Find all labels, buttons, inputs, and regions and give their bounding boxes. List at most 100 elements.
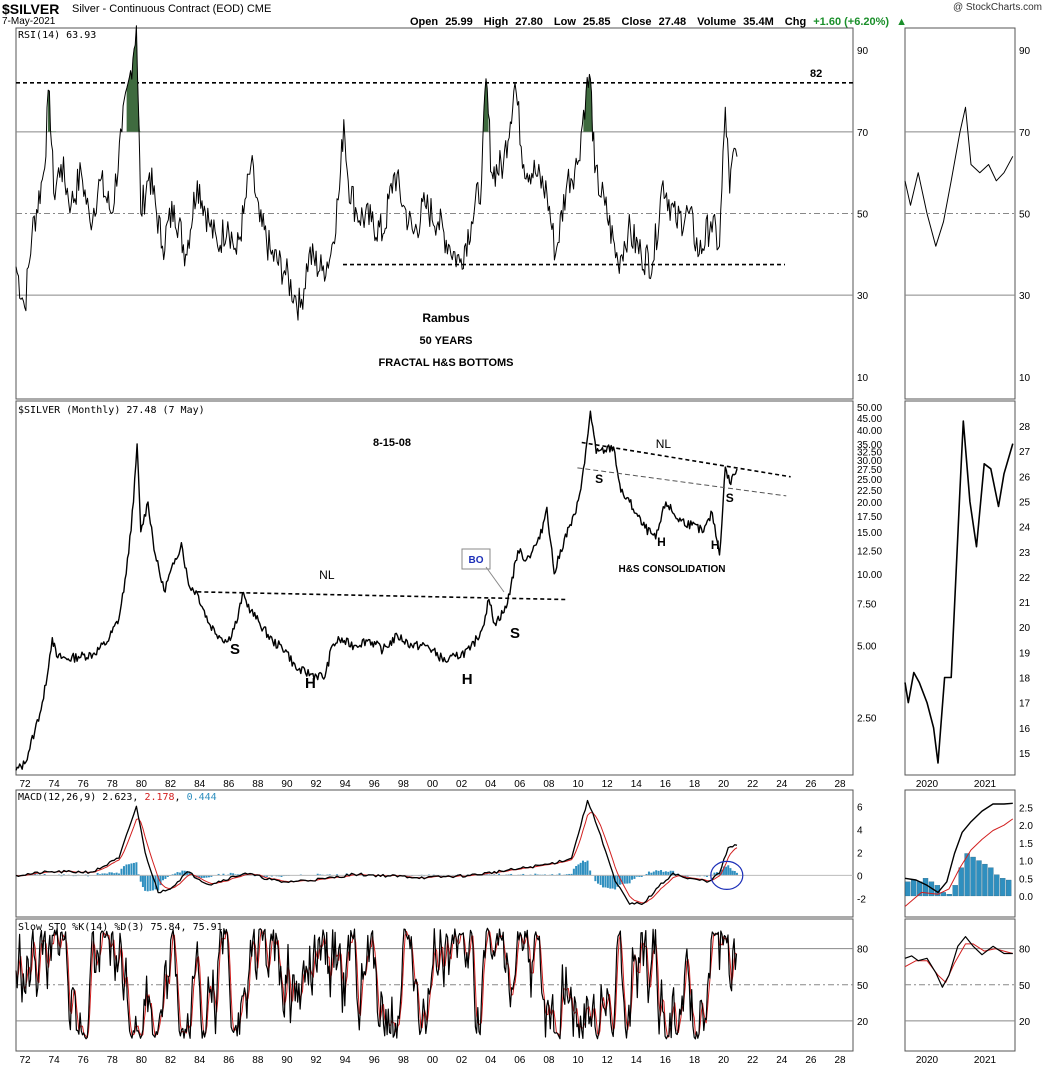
macd-hist-bar	[103, 873, 106, 876]
x-tick-label-price: 08	[543, 779, 555, 790]
price-tick-label: 10.00	[857, 570, 882, 581]
macd-hist-bar	[551, 874, 554, 876]
price-tick-label: 2.50	[857, 713, 877, 724]
inset-x-tick-label-bottom: 2020	[916, 1055, 939, 1066]
macd-hist-bar	[599, 875, 602, 885]
panel-macd-frame	[15, 789, 854, 918]
macd-hist-bar	[174, 873, 177, 876]
price-tick-label: 15.00	[857, 528, 882, 539]
price-tick-label: 40.00	[857, 426, 882, 437]
x-tick-label-price: 82	[165, 779, 177, 790]
price-label: $SILVER (Monthly) 27.48 (7 May)	[18, 405, 205, 416]
lower-trendline	[577, 467, 787, 497]
macd-hist-bar	[650, 872, 653, 876]
instrument-name: Silver - Continuous Contract (EOD) CME	[72, 3, 272, 15]
macd-hist-bar	[657, 870, 660, 876]
macd-hist-bar	[207, 875, 210, 878]
inset-sto-tick-label: 50	[1019, 981, 1031, 992]
x-tick-label-bottom: 24	[776, 1055, 788, 1066]
rsi-tick-label: 30	[857, 291, 869, 302]
x-tick-label-bottom: 86	[223, 1055, 235, 1066]
macd-hist-bar	[635, 875, 638, 877]
macd-hist-bar	[581, 860, 584, 876]
macd-hist-bar	[498, 873, 501, 876]
macd-hist-bar	[655, 870, 658, 876]
macd-hist-bar	[188, 872, 191, 876]
inset-price-tick-label: 28	[1019, 422, 1031, 433]
inset-price-tick-label: 26	[1019, 472, 1031, 483]
macd-hist-bar	[584, 862, 587, 876]
macd-hist-bar	[735, 872, 738, 876]
inset-price-tick-label: 18	[1019, 674, 1031, 685]
inset-macd-line	[904, 802, 1013, 894]
x-tick-label-bottom: 72	[19, 1055, 31, 1066]
x-tick-label-price: 94	[340, 779, 352, 790]
x-tick-label-price: 10	[572, 779, 584, 790]
inset-price-tick-label: 24	[1019, 523, 1031, 534]
inset-price-line	[904, 420, 1014, 764]
inset-x-tick-label-price: 2020	[916, 779, 939, 790]
x-tick-label-bottom: 76	[78, 1055, 90, 1066]
panel-price-frame	[15, 400, 854, 776]
price-tick-label: 30.00	[857, 456, 882, 467]
macd-hist-bar	[132, 862, 135, 876]
rsi-82-label: 82	[810, 68, 822, 80]
sto-label: Slow STO %K(14) %D(3) 75.84, 75.91	[18, 922, 223, 933]
macd-hist-bar	[229, 872, 232, 876]
x-tick-label-bottom: 14	[631, 1055, 643, 1066]
inset-rsi-line	[904, 106, 1014, 247]
macd-hist-bar	[210, 875, 213, 877]
x-tick-label-bottom: 92	[311, 1055, 323, 1066]
macd-hist-bar	[558, 873, 561, 876]
x-tick-label-bottom: 94	[340, 1055, 352, 1066]
chart-date: 7-May-2021	[2, 16, 56, 27]
x-tick-label-bottom: 10	[572, 1055, 584, 1066]
macd-hist-bar	[139, 875, 142, 882]
x-tick-label-price: 06	[514, 779, 526, 790]
macd-hist-bar	[570, 873, 573, 876]
macd-hist-bar	[616, 875, 619, 887]
x-tick-label-bottom: 74	[49, 1055, 61, 1066]
macd-hist-bar	[120, 868, 123, 876]
price-tick-label: 32.50	[857, 448, 882, 459]
x-tick-label-price: 18	[689, 779, 701, 790]
macd-hist-bar	[686, 875, 689, 877]
macd-hist-bar	[667, 871, 670, 876]
inset-macd-hist-bar	[952, 885, 958, 897]
macd-hist-bar	[577, 864, 580, 876]
x-tick-label-bottom: 12	[602, 1055, 614, 1066]
x-tick-label-price: 02	[456, 779, 468, 790]
macd-highlight-circle	[710, 860, 744, 890]
macd-hist-bar	[684, 875, 687, 877]
inset-macd-hist-bar	[940, 892, 946, 897]
macd-hist-bar	[568, 873, 571, 876]
x-tick-label-price: 04	[485, 779, 497, 790]
macd-tick-label: 0	[857, 871, 863, 882]
inset-price-tick-label: 21	[1019, 598, 1031, 609]
macd-hist-bar	[113, 873, 116, 876]
inset-sto-tick-label: 80	[1019, 945, 1031, 956]
sto-k-line	[15, 927, 738, 1040]
x-tick-label-price: 00	[427, 779, 439, 790]
macd-hist-bar	[606, 875, 609, 888]
inset-price-tick-label: 25	[1019, 497, 1031, 508]
price-tick-label: 20.00	[857, 498, 882, 509]
inset-rsi-tick-label: 10	[1019, 373, 1031, 384]
macd-hist-bar	[43, 873, 46, 876]
macd-hist-bar	[127, 864, 130, 876]
price-tick-label: 22.50	[857, 486, 882, 497]
x-tick-label-bottom: 02	[456, 1055, 468, 1066]
macd-hist-bar	[137, 874, 140, 876]
macd-hist-bar	[609, 875, 612, 889]
macd-hist-bar	[575, 866, 578, 876]
macd-hist-bar	[705, 875, 708, 877]
inset-price-frame	[904, 400, 1016, 776]
inset-rsi-tick-label: 70	[1019, 128, 1031, 139]
macd-line	[15, 799, 738, 906]
macd-hist-bar	[161, 875, 164, 881]
macd-hist-bar	[135, 862, 138, 876]
macd-tick-label: -2	[857, 894, 866, 905]
macd-hist-bar	[203, 875, 206, 878]
price-tick-label: 27.50	[857, 465, 882, 476]
macd-hist-bar	[534, 873, 537, 876]
